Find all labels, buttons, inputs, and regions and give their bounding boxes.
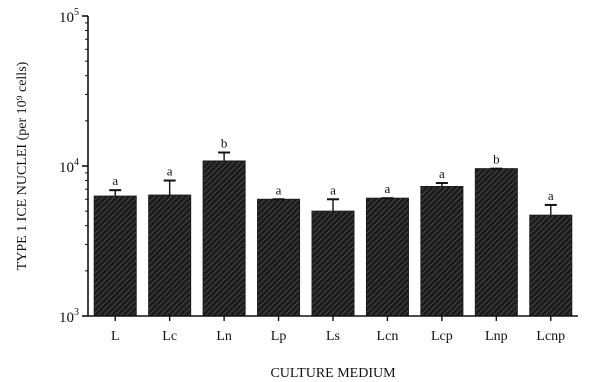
x-tick-label-ls: Ls <box>326 329 340 344</box>
significance-label-lcnp: a <box>548 188 554 203</box>
y-axis-label: TYPE 1 ICE NUCLEI (per 10⁹ cells) <box>15 61 30 270</box>
y-tick-label-3: 103 <box>59 307 79 326</box>
significance-label-ls: a <box>330 182 336 197</box>
error-bar-ls <box>327 198 339 212</box>
significance-label-ln: b <box>221 136 228 151</box>
significance-label-lnp: b <box>493 152 500 167</box>
x-tick-label-l: L <box>111 329 120 344</box>
bar-lcn <box>365 197 409 317</box>
x-ticks-group: L Lc Ln Lp Ls Lcn Lcp Lnp Lcnp <box>111 316 565 344</box>
error-bar-ln <box>218 151 231 161</box>
x-tick-label-lc: Lc <box>162 329 177 344</box>
bars-group <box>93 160 573 317</box>
significance-label-lcn: a <box>385 181 391 196</box>
significance-label-l: a <box>112 173 118 188</box>
bar-l <box>93 195 137 317</box>
x-tick-label-ln: Ln <box>216 329 232 344</box>
bar-ln <box>202 160 246 317</box>
y-tick-label-5: 105 <box>59 7 79 26</box>
y-tick-label-4: 104 <box>59 157 79 176</box>
significance-labels-group: a a b a a a a b a <box>112 136 554 203</box>
bar-lnp <box>474 168 518 317</box>
x-axis-label: CULTURE MEDIUM <box>270 366 396 381</box>
bar-lcp <box>420 186 464 317</box>
bar-ls <box>311 210 355 317</box>
x-tick-label-lp: Lp <box>271 329 287 344</box>
x-tick-label-lcn: Lcn <box>377 329 399 344</box>
significance-label-lp: a <box>276 182 282 197</box>
x-tick-label-lcp: Lcp <box>431 329 453 344</box>
error-bar-l <box>109 189 122 197</box>
y-ticks-group: 103 104 105 <box>59 7 88 326</box>
error-bars-group <box>109 151 557 216</box>
significance-label-lcp: a <box>439 166 445 181</box>
error-bar-lcp <box>435 182 448 187</box>
error-bar-lc <box>163 179 176 196</box>
significance-label-lc: a <box>167 164 173 179</box>
bar-lc <box>148 194 192 317</box>
bar-lcnp <box>529 214 573 317</box>
bar-lp <box>257 198 301 317</box>
x-tick-label-lcnp: Lcnp <box>536 329 565 344</box>
x-tick-label-lnp: Lnp <box>485 329 508 344</box>
error-bar-lcnp <box>544 203 557 216</box>
